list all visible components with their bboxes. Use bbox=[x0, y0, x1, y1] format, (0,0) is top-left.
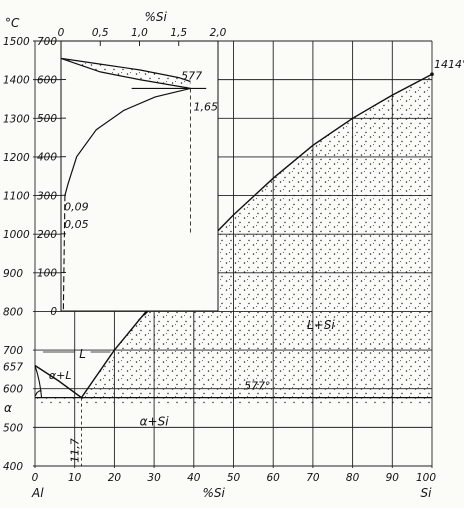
y-tick-label: 1400 bbox=[3, 75, 30, 87]
x-tick-label: 50 bbox=[227, 472, 241, 484]
x-tick-label: 90 bbox=[386, 472, 400, 484]
inset-x-tick-label: 0,5 bbox=[92, 27, 109, 39]
x-tick-label: 30 bbox=[147, 472, 161, 484]
y-tick-label: 1500 bbox=[3, 36, 30, 48]
inset-plot: 0 0,5 1,0 1,5 2,0 700 600 500 400 300 200 100 0 %Si 57… bbox=[37, 10, 227, 318]
l-plus-si-region bbox=[81, 74, 433, 398]
x-tick-label: 100 bbox=[416, 472, 436, 484]
y-tick-label: 900 bbox=[3, 268, 23, 280]
x-tick-label: 70 bbox=[306, 472, 320, 484]
y-tick-label: 1100 bbox=[3, 191, 30, 203]
inset-y-tick-label: 200 bbox=[37, 229, 57, 241]
inset-solidus bbox=[60, 57, 191, 89]
inset-x-tick-label: 0 bbox=[58, 27, 65, 39]
inset-low-solubility-label: 0,09 bbox=[64, 201, 89, 214]
inset-y-tick-label: 600 bbox=[37, 75, 57, 87]
x-tick-label: 20 bbox=[108, 472, 122, 484]
inset-x-tick-label: 1,0 bbox=[131, 27, 148, 39]
phase-label-alpha-liquid: α+L bbox=[49, 369, 72, 382]
inset-y-tick-label: 300 bbox=[37, 190, 57, 202]
inset-frame bbox=[60, 40, 219, 312]
y-tick-label: 1300 bbox=[3, 113, 30, 125]
x-tick-label: 80 bbox=[346, 472, 360, 484]
y-tick-label: 600 bbox=[3, 384, 23, 396]
inset-liquidus bbox=[60, 57, 191, 83]
inset-alpha-plus-l-region bbox=[61, 58, 191, 89]
eutectic-temp-label: 577° bbox=[244, 380, 271, 393]
inset-x-axis-title: %Si bbox=[145, 10, 168, 24]
y-tick-label: 1200 bbox=[3, 152, 30, 164]
y-tick-label: 500 bbox=[3, 422, 23, 434]
inset-low-solubility-label: 0,05 bbox=[64, 218, 89, 231]
si-melting-point bbox=[430, 72, 434, 77]
phase-label-alpha-si: α+Si bbox=[140, 415, 170, 429]
inset-solubility-label: 1,65 bbox=[194, 100, 219, 113]
inset-y-tick-label: 400 bbox=[37, 152, 57, 164]
y-axis-unit: °C bbox=[5, 16, 20, 30]
inset-eutectic-label: 577 bbox=[181, 70, 202, 83]
x-axis-title: %Si bbox=[202, 486, 225, 500]
inset-low-solubility-line bbox=[62, 195, 66, 312]
inset-x-tick-label: 1,5 bbox=[170, 27, 187, 39]
y-tick-label: 700 bbox=[3, 345, 23, 357]
si-melting-label: 1414° bbox=[434, 58, 464, 71]
inset-y-tick-label: 500 bbox=[37, 113, 57, 125]
y-tick-label: 800 bbox=[3, 306, 23, 318]
x-tick-label: 60 bbox=[267, 472, 281, 484]
x-tick-label: 0 bbox=[32, 472, 39, 484]
inset-solvus bbox=[64, 87, 191, 196]
right-element-label: Si bbox=[421, 486, 433, 500]
x-tick-label: 40 bbox=[187, 472, 201, 484]
phase-label-liquid-si: L+Si bbox=[307, 318, 335, 332]
eutectic-composition-label: 11,7 bbox=[68, 438, 81, 463]
alpha-plus-si-band bbox=[36, 397, 433, 405]
inset-y-tick-label: 100 bbox=[37, 267, 57, 279]
inset-y-tick-label: 0 bbox=[50, 306, 57, 318]
y-tick-label: 1000 bbox=[3, 229, 30, 241]
inset-y-tick-label: 700 bbox=[37, 36, 57, 48]
x-tick-label: 10 bbox=[68, 472, 82, 484]
solidus-curve bbox=[34, 365, 43, 398]
phase-label-liquid: L bbox=[79, 347, 86, 361]
y-tick-label: 657 bbox=[3, 362, 23, 374]
inset-x-tick-label: 2,0 bbox=[210, 27, 227, 39]
y-tick-label: 400 bbox=[3, 461, 23, 473]
left-element-label: Al bbox=[31, 486, 44, 500]
phase-label-alpha: α bbox=[4, 401, 12, 415]
